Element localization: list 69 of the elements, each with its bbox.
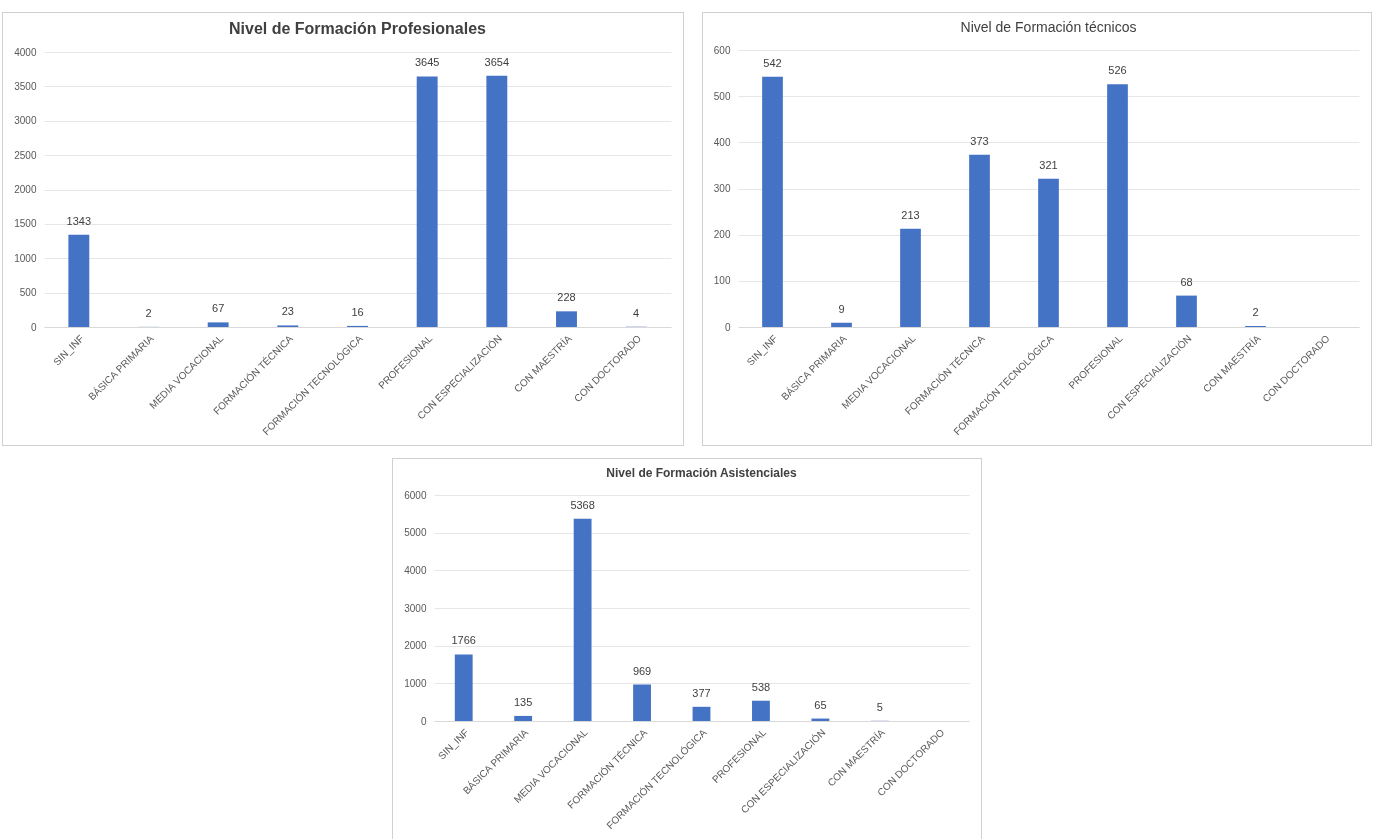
bar [1176,295,1197,327]
data-label: 321 [1039,158,1058,171]
y-tick-label: 200 [713,229,731,241]
bar [1107,84,1128,327]
chart-title: Nivel de Formación técnicos [960,19,1137,35]
y-tick-label: 5000 [404,527,427,539]
data-label: 9 [838,302,845,315]
y-tick-label: 3000 [14,115,37,127]
bar [900,228,921,327]
bar [207,322,229,327]
data-label: 526 [1108,64,1127,77]
y-tick-label: 1000 [14,252,37,264]
data-label: 135 [513,695,533,708]
data-label: 2 [1252,306,1259,319]
y-tick-label: 2000 [404,640,427,652]
bar [454,654,473,721]
bar [416,76,438,327]
y-tick-label: 1000 [404,677,427,689]
y-tick-label: 0 [724,321,731,333]
chart-title: Nivel de Formación Asistenciales [606,466,797,480]
data-label: 16 [351,305,364,318]
bar [514,715,533,721]
data-label: 3645 [414,56,440,69]
bar [831,322,852,327]
data-label: 1343 [66,214,92,227]
y-tick-label: 1500 [14,218,37,230]
y-tick-label: 2000 [14,184,37,195]
data-label: 3654 [484,55,510,68]
data-label: 228 [557,291,576,304]
y-tick-label: 3500 [14,80,37,92]
y-tick-label: 500 [19,287,37,299]
data-label: 377 [692,686,711,699]
y-tick-label: 400 [713,136,731,148]
bar [1038,178,1059,327]
chart-title: Nivel de Formación Profesionales [229,20,487,37]
y-tick-label: 3000 [404,602,427,614]
bar [556,311,577,327]
bar [692,706,711,721]
data-label: 1766 [451,634,476,647]
data-label: 65 [814,698,827,711]
data-label: 213 [901,208,920,221]
y-tick-label: 300 [713,183,731,194]
y-tick-label: 100 [713,275,731,287]
data-label: 2 [145,306,152,319]
y-tick-label: 500 [713,90,731,102]
data-label: 23 [281,305,294,318]
data-label: 67 [212,302,225,315]
data-label: 5368 [570,498,595,511]
data-label: 538 [751,680,771,693]
bar [68,234,90,327]
y-tick-label: 4000 [404,564,427,576]
y-tick-label: 0 [30,321,37,333]
bar [573,518,592,721]
data-label: 542 [763,56,782,69]
y-tick-label: 2500 [14,149,37,161]
bar [486,75,508,327]
y-tick-label: 4000 [14,46,37,58]
bar [969,154,990,327]
data-label: 5 [876,700,883,713]
data-label: 4 [633,306,640,319]
bar [752,700,770,721]
data-label: 68 [1180,275,1193,288]
data-label: 969 [632,664,652,677]
bar [633,684,651,721]
bar [762,76,783,327]
y-tick-label: 600 [713,44,731,56]
y-tick-label: 6000 [404,489,427,501]
y-tick-label: 0 [420,715,427,727]
data-label: 373 [970,134,989,147]
